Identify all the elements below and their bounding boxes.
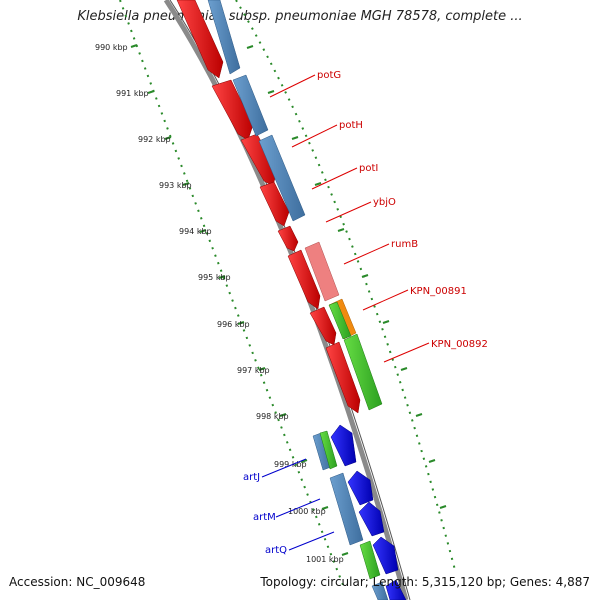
cds-red-4[interactable] <box>259 181 290 227</box>
ruler-label-990: 990 kbp <box>95 43 128 52</box>
gene-green-1[interactable] <box>328 301 352 340</box>
inner-ruler <box>119 0 346 591</box>
outer-ruler-ticks <box>246 45 447 509</box>
gene-label-ybjO[interactable]: ybjO <box>373 197 396 208</box>
ruler-label-1001: 1001 kbp <box>306 555 344 564</box>
cds-red-7[interactable] <box>309 306 337 346</box>
gene-blue-art5[interactable] <box>371 581 389 600</box>
gene-label-potI[interactable]: potI <box>359 163 378 174</box>
cds-red-8[interactable] <box>325 341 361 414</box>
ruler-label-998: 998 kbp <box>256 412 289 421</box>
gene-label-artM[interactable]: artM <box>253 512 276 523</box>
gene-blue-2[interactable] <box>232 74 269 137</box>
art-label-lines <box>261 458 335 551</box>
gene-label-rumB[interactable]: rumB <box>391 239 418 250</box>
gene-green-art2[interactable] <box>359 540 381 580</box>
ruler-label-995: 995 kbp <box>198 273 231 282</box>
ruler-label-991: 991 kbp <box>116 89 149 98</box>
cds-red-2[interactable] <box>211 79 254 141</box>
gene-label-artQ[interactable]: artQ <box>265 545 287 556</box>
gene-label-potG[interactable]: potG <box>317 70 341 81</box>
ruler-label-992: 992 kbp <box>138 135 171 144</box>
art-operon <box>312 424 407 600</box>
gene-green-art[interactable] <box>319 430 338 470</box>
cds-red-1[interactable] <box>176 0 224 79</box>
gene-blue-artM[interactable] <box>329 472 364 546</box>
gene-pink-rumB[interactable] <box>304 241 340 302</box>
gene-labels: potG potH potI ybjO rumB KPN_00891 KPN_0… <box>243 70 488 556</box>
gene-blue-3[interactable] <box>258 134 306 222</box>
cds-blue-3[interactable] <box>358 501 385 537</box>
ruler-label-993: 993 kbp <box>159 181 192 190</box>
gene-green-2[interactable] <box>343 333 383 411</box>
inner-ruler-ticks <box>130 44 349 556</box>
gene-blue-1[interactable] <box>207 0 241 75</box>
cds-blue-2[interactable] <box>347 470 374 506</box>
cds-blue-1[interactable] <box>330 424 357 467</box>
accession-label: Accession: NC_009648 <box>9 575 146 589</box>
ruler-label-1000: 1000 kbp <box>288 507 326 516</box>
ruler-label-999: 999 kbp <box>274 460 307 469</box>
cds-blue-5[interactable] <box>385 579 407 600</box>
forward-cds-lane <box>176 0 361 414</box>
cds-blue-4[interactable] <box>372 536 399 575</box>
gene-label-potH[interactable]: potH <box>339 120 363 131</box>
ruler-label-994: 994 kbp <box>179 227 212 236</box>
gene-label-KPN_00892[interactable]: KPN_00892 <box>431 339 488 350</box>
gene-label-KPN_00891[interactable]: KPN_00891 <box>410 286 467 297</box>
ruler-label-997: 997 kbp <box>237 366 270 375</box>
ruler-labels: 990 kbp 991 kbp 992 kbp 993 kbp 994 kbp … <box>95 43 344 564</box>
cds-red-6[interactable] <box>287 249 321 310</box>
gene-label-artJ[interactable]: artJ <box>243 472 260 483</box>
ruler-label-996: 996 kbp <box>217 320 250 329</box>
genome-stats-label: Topology: circular; Length: 5,315,120 bp… <box>260 575 590 589</box>
outer-gene-lane <box>207 0 383 411</box>
gene-label-lines <box>269 74 430 363</box>
cds-red-5[interactable] <box>277 225 299 252</box>
